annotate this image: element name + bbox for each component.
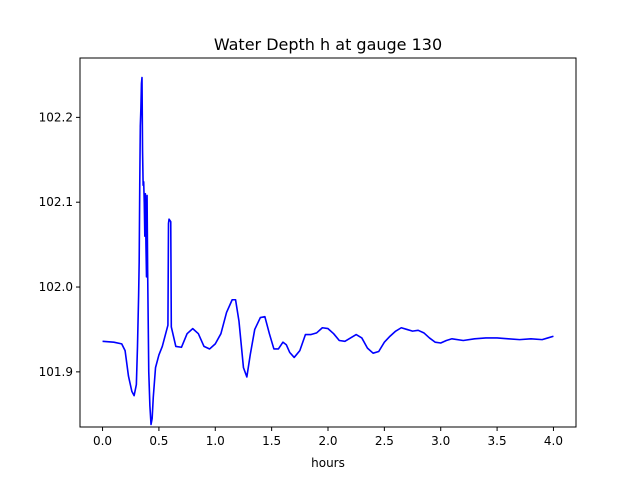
y-axis: 101.9 102.0 102.1 102.2: [39, 110, 80, 379]
x-tick-label: 1.0: [206, 434, 225, 448]
x-tick-label: 1.5: [262, 434, 281, 448]
x-tick-label: 3.5: [488, 434, 507, 448]
y-tick-label: 101.9: [39, 365, 73, 379]
x-tick-label: 0.0: [93, 434, 112, 448]
x-tick-label: 4.0: [544, 434, 563, 448]
plot-area: [102, 76, 554, 426]
x-tick-label: 2.5: [375, 434, 394, 448]
y-tick-label: 102.1: [39, 195, 73, 209]
x-tick-label: 2.0: [318, 434, 337, 448]
series-line-water-depth: [102, 76, 554, 426]
y-tick-label: 102.2: [39, 110, 73, 124]
chart-title: Water Depth h at gauge 130: [214, 35, 442, 54]
x-axis-label: hours: [311, 456, 345, 470]
y-tick-label: 102.0: [39, 280, 73, 294]
x-tick-label: 0.5: [149, 434, 168, 448]
x-axis: 0.0 0.5 1.0 1.5 2.0 2.5 3.0 3.5 4.0: [93, 427, 563, 448]
x-tick-label: 3.0: [431, 434, 450, 448]
plot-frame: [79, 57, 577, 428]
